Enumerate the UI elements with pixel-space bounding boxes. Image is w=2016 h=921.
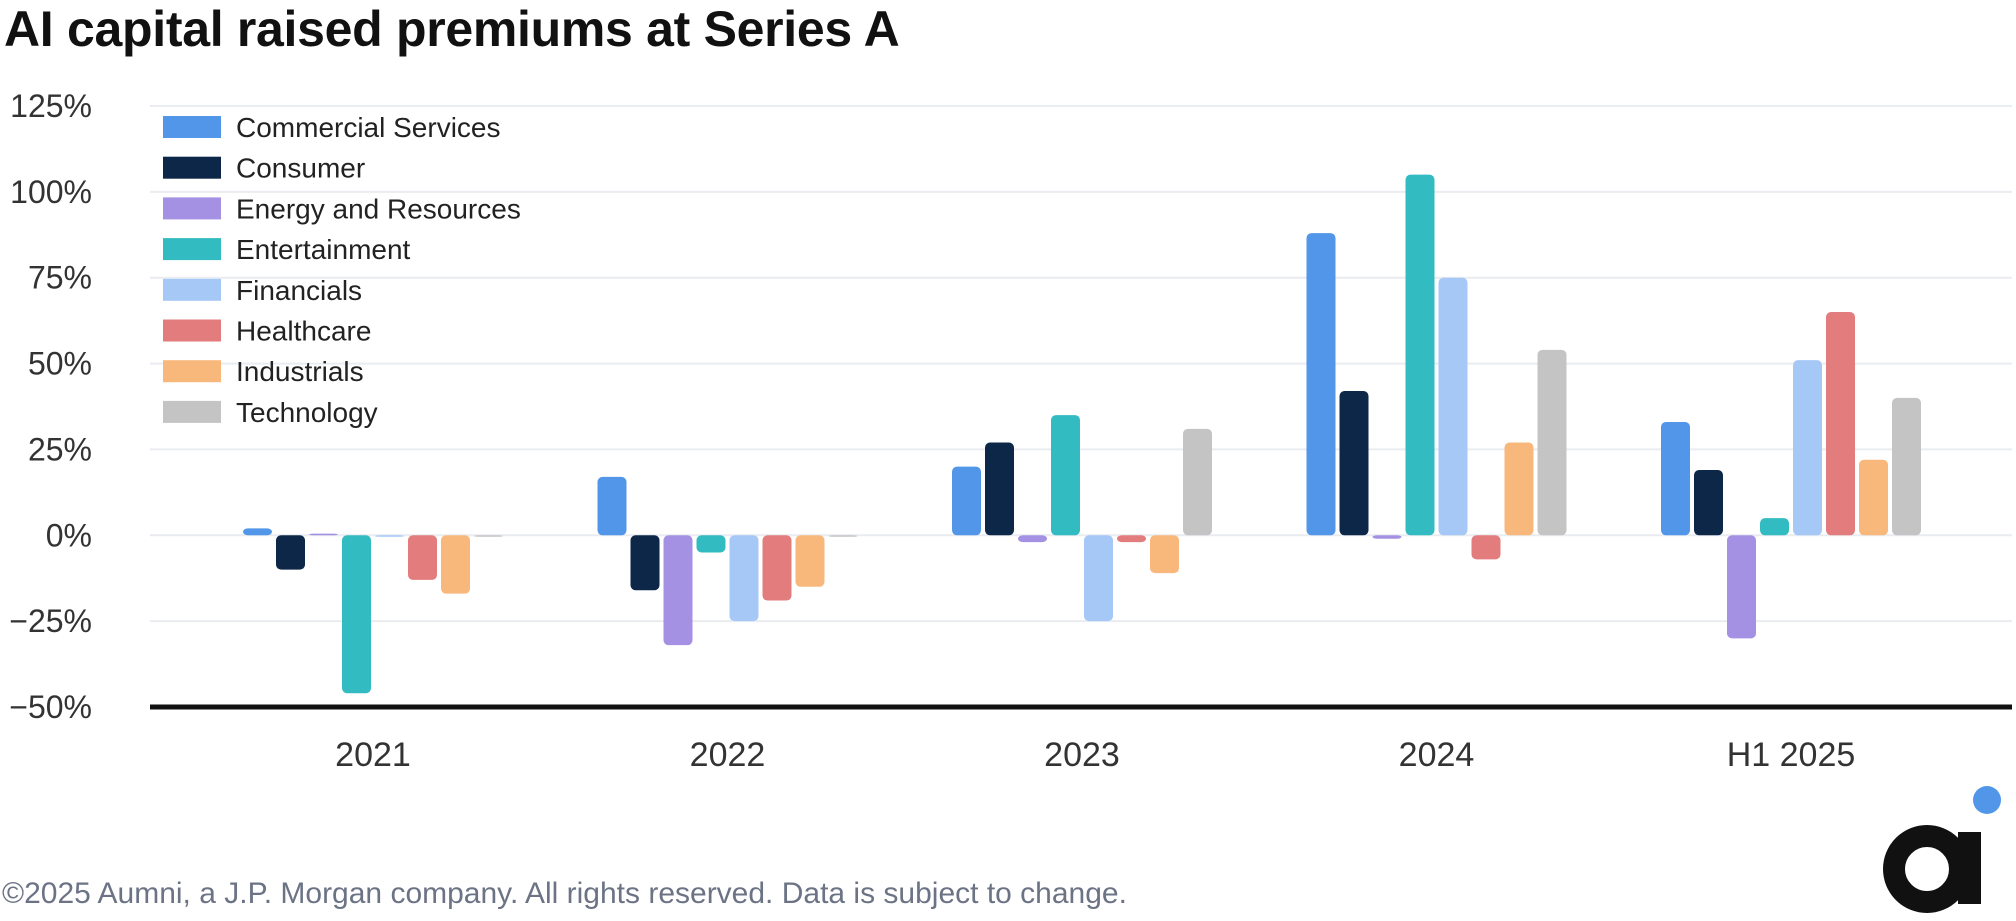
bar: Consumer 2022: -16% bbox=[630, 535, 660, 591]
legend-label: Healthcare bbox=[236, 316, 371, 347]
bar: Entertainment 2024: 105% bbox=[1405, 174, 1435, 536]
legend-label: Technology bbox=[236, 397, 378, 428]
bar: Industrials 2022: -15% bbox=[795, 535, 825, 587]
logo-letter-a-icon bbox=[1883, 825, 1981, 913]
y-tick-label: 75% bbox=[28, 260, 92, 296]
bar: Financials 2022: -25% bbox=[729, 535, 759, 622]
bar: Commercial Services 2022: 17% bbox=[597, 476, 627, 536]
copyright-footer: ©2025 Aumni, a J.P. Morgan company. All … bbox=[2, 877, 1127, 910]
bar: Commercial Services 2021: 2% bbox=[243, 528, 272, 536]
bar: Healthcare 2022: -19% bbox=[762, 535, 792, 601]
bar: Energy and Resources 2023: -2% bbox=[1018, 535, 1047, 543]
x-axis-tick-labels: 2021 2022 2023 2024 H1 2025 bbox=[335, 736, 1855, 774]
legend-label: Consumer bbox=[236, 153, 365, 184]
bar: Industrials 2021: -17% bbox=[441, 535, 470, 594]
bar: Industrials H1 2025: 22% bbox=[1859, 459, 1888, 536]
bar: Technology H1 2025: 40% bbox=[1892, 397, 1921, 536]
legend-swatch bbox=[163, 238, 221, 261]
y-tick-label: 100% bbox=[10, 174, 92, 210]
bar: Financials 2023: -25% bbox=[1084, 535, 1113, 622]
bar: Energy and Resources 2024: -1% bbox=[1372, 535, 1402, 539]
bar: Healthcare H1 2025: 65% bbox=[1826, 312, 1855, 536]
y-tick-label: 125% bbox=[10, 88, 92, 124]
legend-label: Financials bbox=[236, 275, 362, 306]
legend-swatch bbox=[163, 116, 221, 138]
bar: Commercial Services H1 2025: 33% bbox=[1661, 421, 1690, 536]
legend-label: Energy and Resources bbox=[236, 193, 521, 224]
bars: Commercial Services 2021: 2% Consumer 202… bbox=[243, 174, 1921, 694]
legend-label: Entertainment bbox=[236, 234, 411, 265]
logo-dot bbox=[1973, 786, 2001, 814]
y-tick-label: 0% bbox=[46, 517, 92, 553]
bar: Commercial Services 2023: 20% bbox=[952, 466, 981, 536]
x-tick-label: H1 2025 bbox=[1727, 736, 1856, 774]
x-tick-label: 2023 bbox=[1044, 736, 1120, 774]
bar: Commercial Services 2024: 88% bbox=[1306, 233, 1336, 536]
x-tick-label: 2022 bbox=[690, 736, 766, 774]
y-tick-label: 25% bbox=[28, 431, 92, 467]
legend: Commercial Services Consumer Energy and Re… bbox=[163, 112, 521, 428]
bar: Energy and Resources 2021: 0.5% bbox=[309, 533, 338, 536]
x-tick-label: 2024 bbox=[1399, 736, 1475, 774]
legend-swatch bbox=[163, 197, 221, 220]
bar: Consumer 2023: 27% bbox=[985, 442, 1014, 536]
bar: Technology 2021: 0% bbox=[474, 535, 503, 537]
bar: Financials H1 2025: 51% bbox=[1793, 360, 1822, 536]
bar: Industrials 2024: 27% bbox=[1504, 442, 1534, 536]
legend-swatch bbox=[163, 156, 221, 179]
bar: Consumer 2024: 42% bbox=[1339, 391, 1369, 536]
bar-chart: 125% 100% 75% 50% 25% 0% −25% −50% Commercial S… bbox=[9, 88, 2012, 774]
bar: Consumer 2021: -10% bbox=[276, 535, 305, 570]
x-tick-label: 2021 bbox=[335, 736, 411, 774]
bar: Technology 2022: 0% bbox=[828, 535, 858, 537]
bar: Industrials 2023: -11% bbox=[1150, 535, 1179, 574]
y-axis-tick-labels: 125% 100% 75% 50% 25% 0% −25% −50% bbox=[9, 88, 92, 725]
bar: Entertainment 2021: -46% bbox=[342, 535, 371, 694]
legend-swatch bbox=[163, 319, 221, 342]
chart-title: AI capital raised premiums at Series A bbox=[4, 1, 900, 57]
legend-swatch bbox=[163, 360, 221, 383]
legend-label: Industrials bbox=[236, 356, 364, 387]
bar: Healthcare 2024: -7% bbox=[1471, 535, 1501, 560]
bar: Energy and Resources 2022: -32% bbox=[663, 535, 693, 646]
bar: Technology 2024: 54% bbox=[1537, 349, 1567, 536]
bar: Technology 2023: 31% bbox=[1183, 428, 1212, 536]
bar: Entertainment 2022: -5% bbox=[696, 535, 726, 553]
legend-swatch bbox=[163, 400, 221, 423]
bar: Financials 2024: 75% bbox=[1438, 277, 1468, 536]
bar: Energy and Resources H1 2025: -30% bbox=[1727, 535, 1756, 639]
legend-label: Commercial Services bbox=[236, 112, 501, 143]
bar: Consumer H1 2025: 19% bbox=[1694, 470, 1723, 536]
bar: Financials 2021: 0% bbox=[375, 535, 404, 537]
bar: Entertainment H1 2025: 5% bbox=[1760, 518, 1789, 536]
bar: Entertainment 2023: 35% bbox=[1051, 415, 1080, 536]
aumni-logo bbox=[1883, 786, 2001, 913]
y-tick-label: −25% bbox=[9, 603, 92, 639]
bar: Healthcare 2021: -13% bbox=[408, 535, 437, 580]
legend-swatch bbox=[163, 278, 221, 301]
y-tick-label: 50% bbox=[28, 346, 92, 382]
bar: Healthcare 2023: -2% bbox=[1117, 535, 1146, 543]
y-tick-label: −50% bbox=[9, 689, 92, 725]
